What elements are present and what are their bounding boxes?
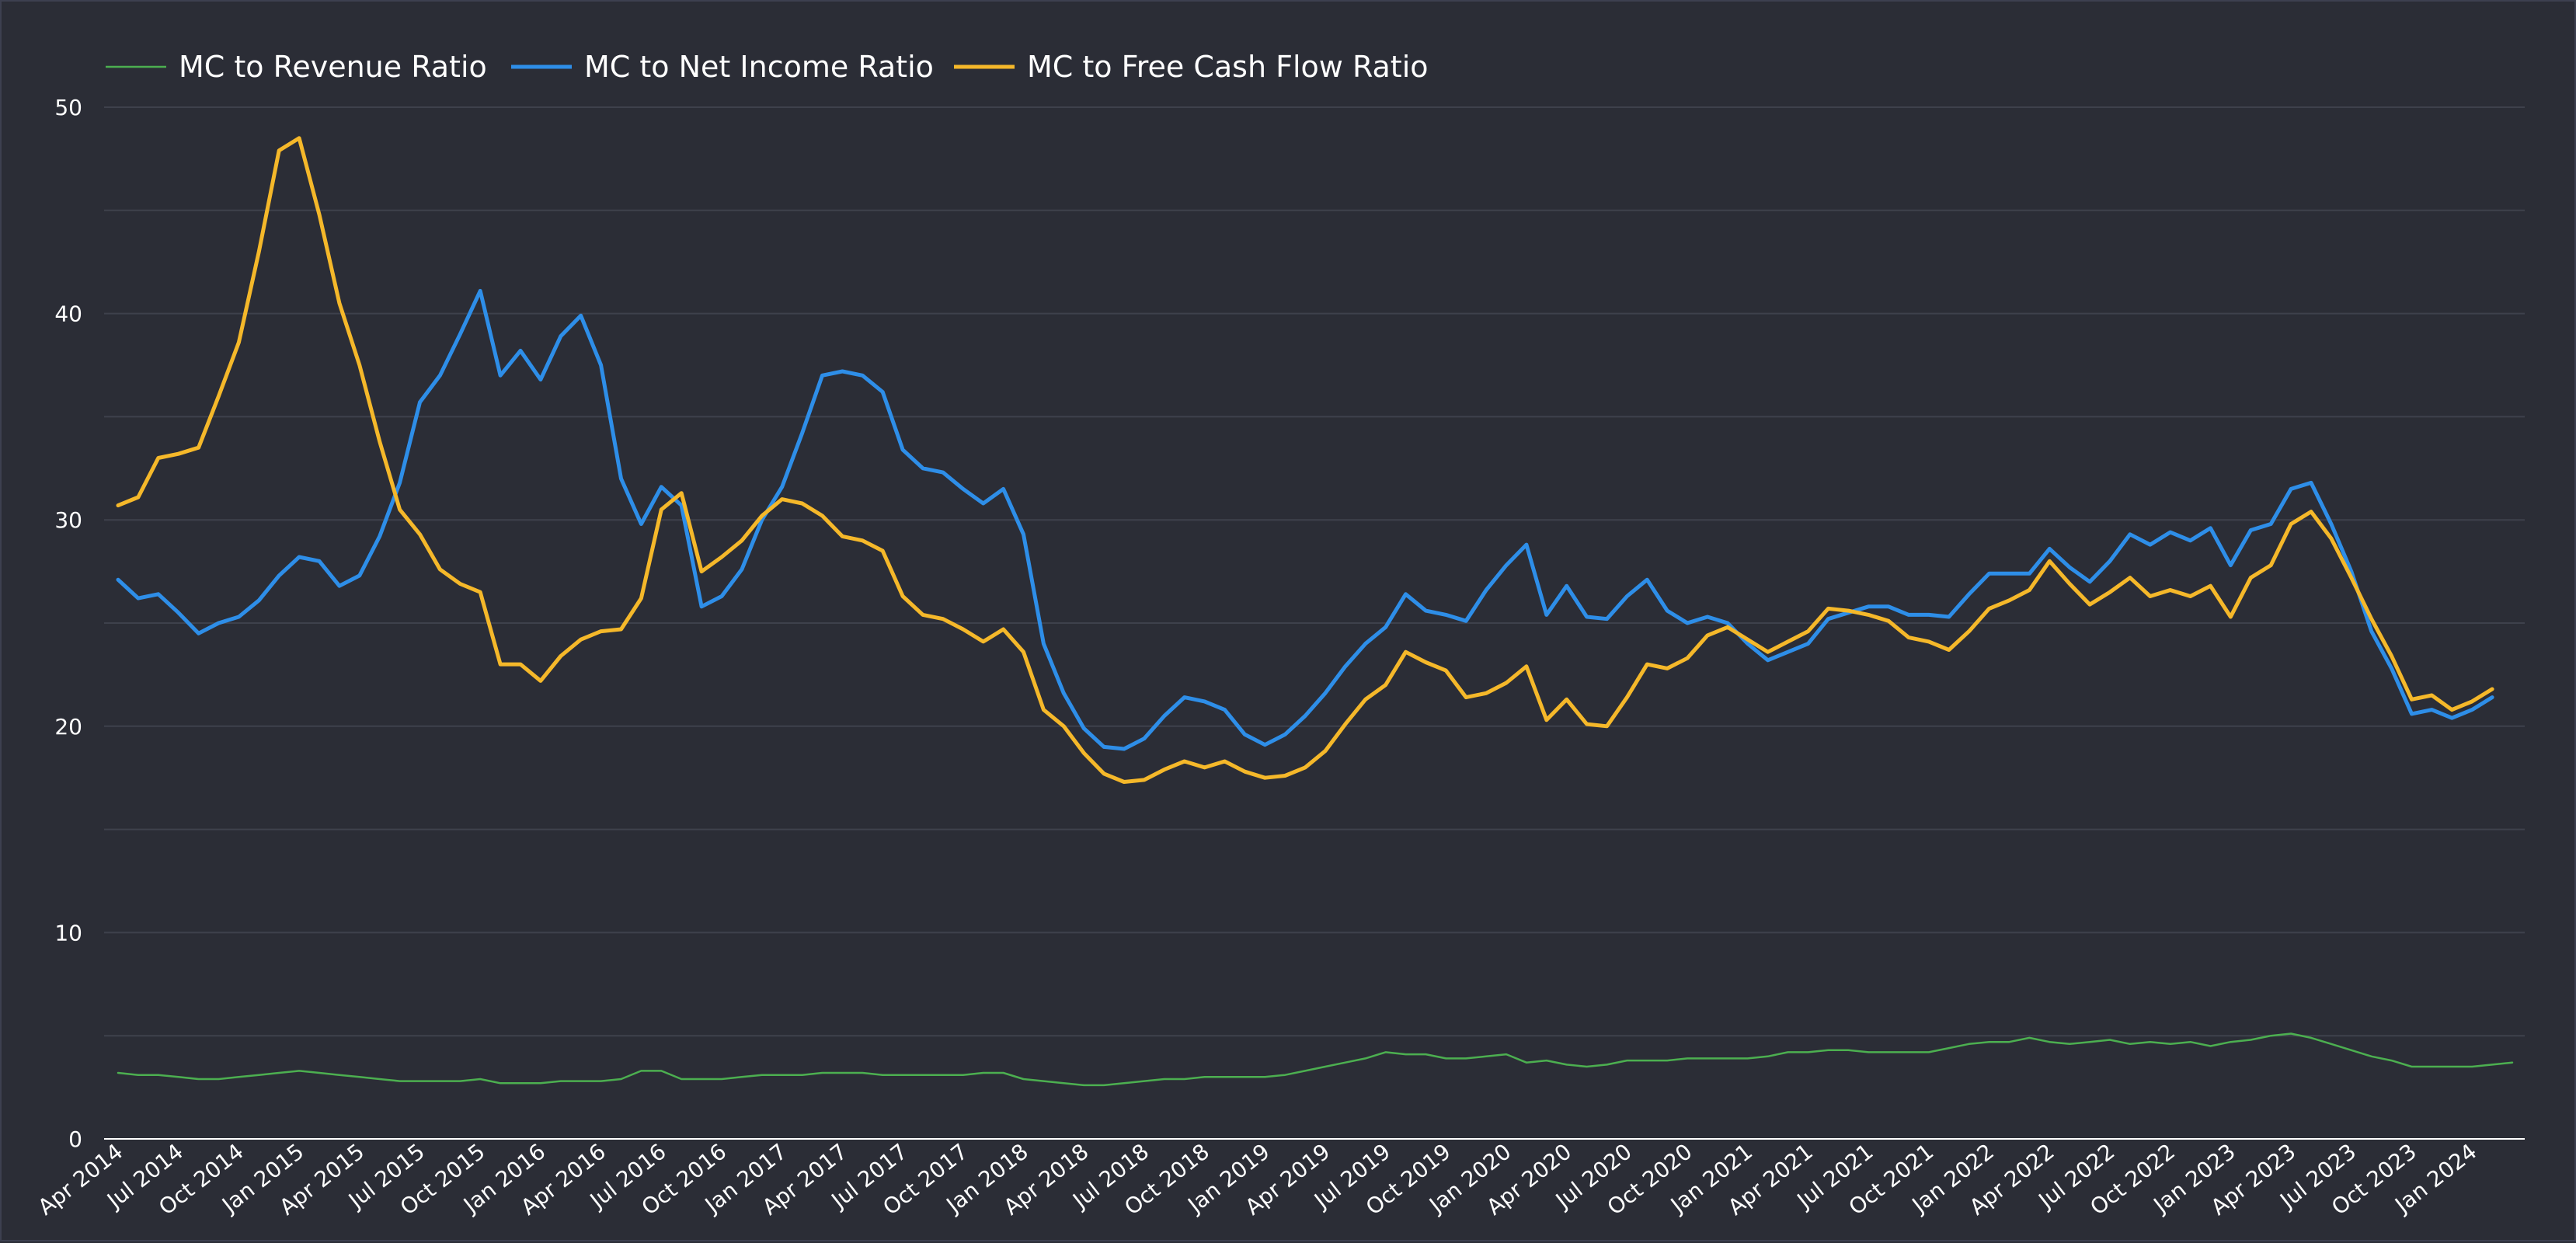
series-line-mc-to-revenue-ratio [117, 1032, 2514, 1087]
grid-lines [104, 106, 2525, 1037]
series-line-mc-to-net-income-ratio [116, 288, 2494, 751]
legend-label: MC to Revenue Ratio [179, 50, 487, 84]
series-line-mc-to-free-cash-flow-ratio [116, 136, 2494, 784]
legend-label: MC to Net Income Ratio [584, 50, 934, 84]
y-tick-label: 40 [54, 301, 82, 327]
series-lines [116, 136, 2514, 1087]
y-tick-label: 20 [54, 714, 82, 740]
legend-item-1[interactable]: MC to Net Income Ratio [511, 50, 934, 84]
legend-item-2[interactable]: MC to Free Cash Flow Ratio [954, 50, 1429, 84]
legend-label: MC to Free Cash Flow Ratio [1027, 50, 1429, 84]
y-tick-label: 30 [54, 507, 82, 533]
y-tick-label: 50 [54, 95, 82, 120]
y-tick-label: 10 [54, 920, 82, 945]
legend[interactable]: MC to Revenue Ratio MC to Net Income Rati… [106, 50, 1429, 84]
y-tick-label: 0 [68, 1126, 82, 1152]
legend-item-0[interactable]: MC to Revenue Ratio [106, 50, 487, 84]
